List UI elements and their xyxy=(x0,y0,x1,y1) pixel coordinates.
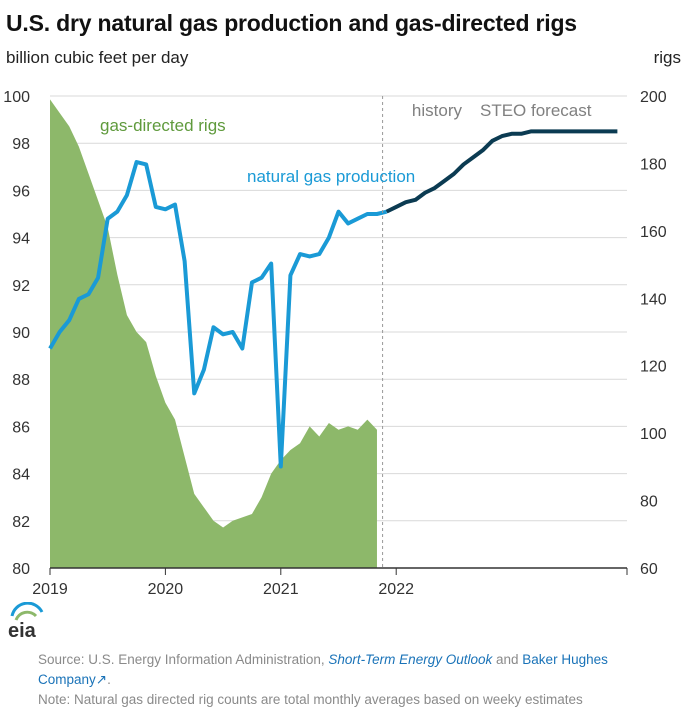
external-link-icon[interactable]: ↗ xyxy=(95,672,108,687)
chart-title: U.S. dry natural gas production and gas-… xyxy=(6,10,577,36)
y-right-tick-label: 180 xyxy=(640,156,667,173)
y-right-tick-label: 80 xyxy=(640,494,658,511)
y-left-tick-label: 98 xyxy=(12,136,30,153)
rigs-series-label: gas-directed rigs xyxy=(100,116,226,135)
y-left-tick-label: 96 xyxy=(12,183,30,200)
y-right-tick-label: 60 xyxy=(640,561,658,578)
logo-text: eia xyxy=(8,620,37,640)
x-tick-label: 2021 xyxy=(263,581,299,598)
y-right-tick-label: 120 xyxy=(640,359,667,376)
right-axis-label: rigs xyxy=(653,48,681,67)
source-period: . xyxy=(107,672,111,687)
grid-lines xyxy=(50,95,627,569)
source-and: and xyxy=(496,652,519,667)
production-forecast-line xyxy=(385,129,618,214)
steo-link[interactable]: Short-Term Energy Outlook xyxy=(328,652,493,667)
source-note: Source: U.S. Energy Information Administ… xyxy=(38,650,658,710)
chart-canvas: 2019 2020 2021 2022 80 82 84 86 88 90 92 94 96 98 100 6… xyxy=(3,89,667,598)
x-tick-label: 2020 xyxy=(148,581,184,598)
y-right-tick-label: 200 xyxy=(640,89,667,106)
rigs-area xyxy=(50,99,377,568)
footnote: Note: Natural gas directed rig counts ar… xyxy=(38,692,583,707)
production-line-series xyxy=(48,129,618,469)
baker-hughes-link[interactable]: Baker Hughes Company xyxy=(38,652,608,687)
y-left-tick-label: 80 xyxy=(12,561,30,578)
forecast-annotation: STEO forecast xyxy=(480,101,592,120)
history-annotation: history xyxy=(412,101,463,120)
y-left-tick-label: 86 xyxy=(12,419,30,436)
axes: 2019 2020 2021 2022 80 82 84 86 88 90 92 94 96 98 100 6… xyxy=(3,89,667,598)
y-left-tick-label: 88 xyxy=(12,372,30,389)
source-prefix: Source: U.S. Energy Information Administ… xyxy=(38,652,325,667)
y-left-tick-label: 82 xyxy=(12,514,30,531)
left-axis-label: billion cubic feet per day xyxy=(6,48,189,67)
y-right-tick-label: 160 xyxy=(640,224,667,241)
production-history-line xyxy=(48,160,388,469)
eia-logo: eia xyxy=(8,602,44,640)
y-right-tick-label: 140 xyxy=(640,291,667,308)
production-series-label: natural gas production xyxy=(247,167,415,186)
y-left-tick-label: 94 xyxy=(12,231,30,248)
rigs-area-series xyxy=(50,99,377,568)
x-tick-label: 2022 xyxy=(378,581,414,598)
y-left-tick-label: 84 xyxy=(12,467,30,484)
y-left-tick-label: 100 xyxy=(3,89,30,106)
y-left-tick-label: 90 xyxy=(12,325,30,342)
y-right-tick-label: 100 xyxy=(640,426,667,443)
x-tick-label: 2019 xyxy=(32,581,68,598)
y-left-tick-label: 92 xyxy=(12,278,30,295)
